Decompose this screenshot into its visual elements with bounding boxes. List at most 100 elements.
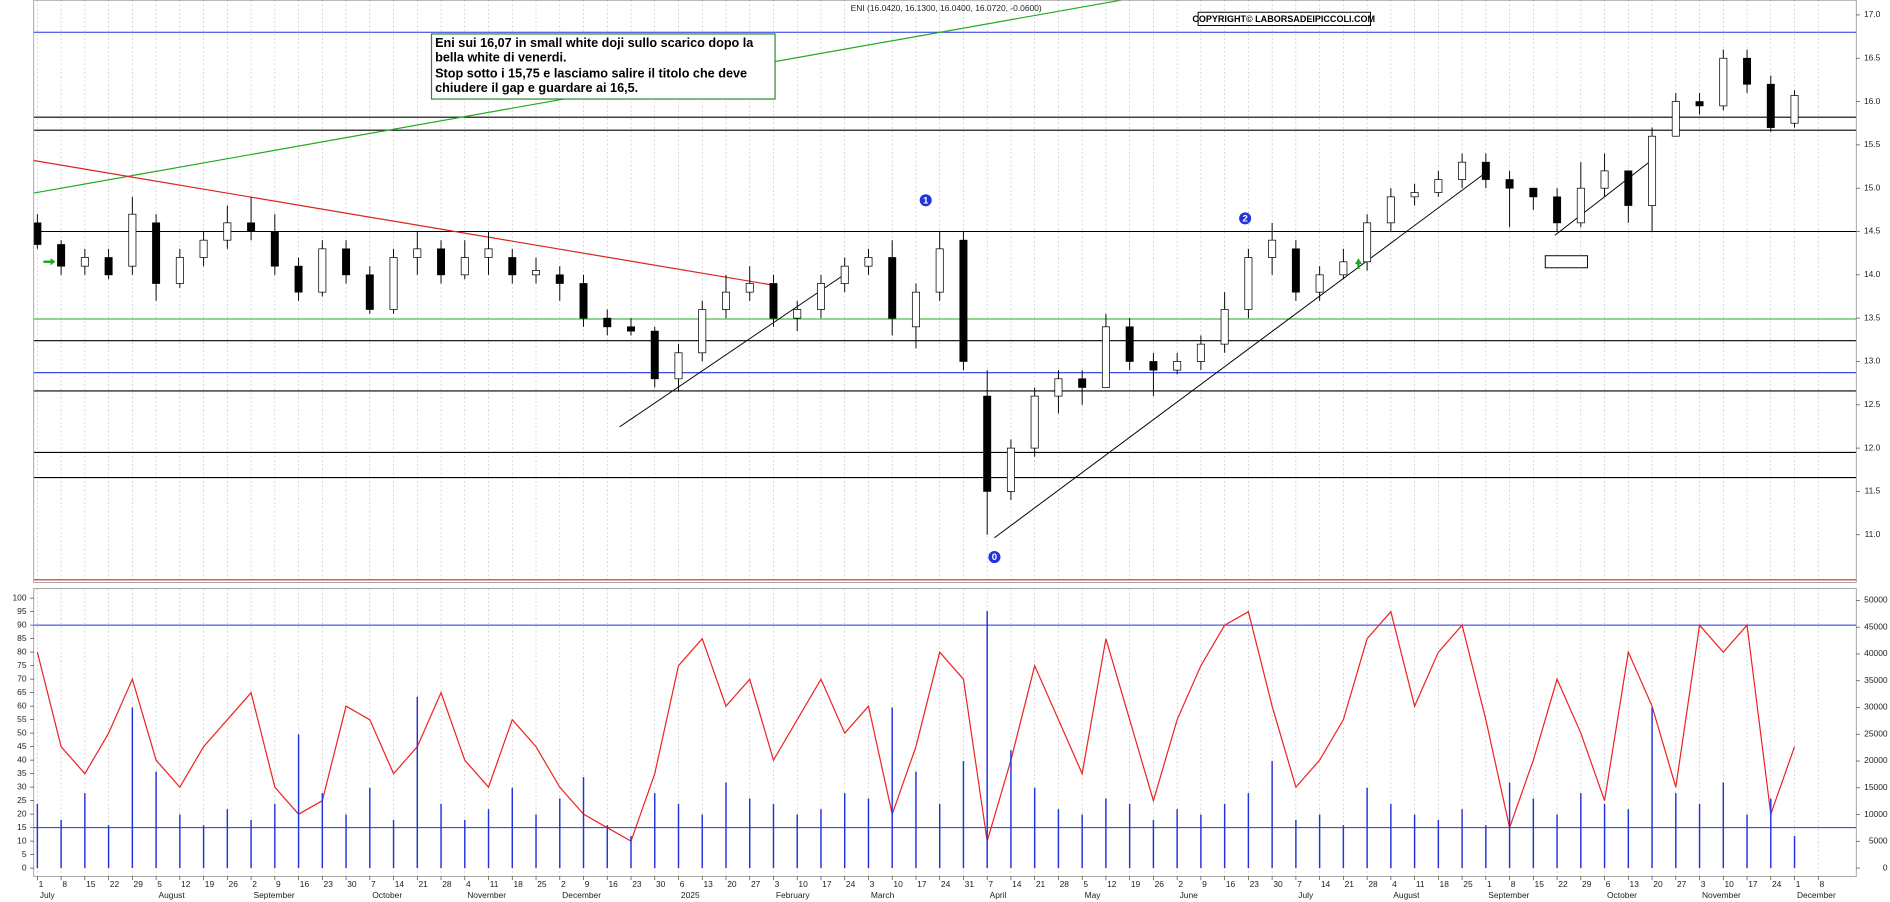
y-tick-label: 70 xyxy=(17,673,27,683)
x-tick-label: 4 xyxy=(466,879,471,889)
candle-body xyxy=(1244,257,1253,310)
x-tick-label: 29 xyxy=(1582,879,1592,889)
x-tick-label: 7 xyxy=(988,879,993,889)
x-tick-label: 18 xyxy=(1440,879,1450,889)
x-tick-label: 14 xyxy=(1012,879,1022,889)
candle-body xyxy=(1648,135,1657,206)
candle-body xyxy=(270,231,279,267)
y2-tick-label: 0 xyxy=(1883,862,1888,872)
month-label: July xyxy=(40,890,56,900)
y-tick-label: 12.5 xyxy=(1864,399,1881,409)
y-tick-label: 90 xyxy=(17,619,27,629)
candle-body xyxy=(1505,179,1514,189)
y2-tick-label: 35000 xyxy=(1864,675,1888,685)
annotation-line: bella white di venerdi. xyxy=(435,51,566,65)
candle-body xyxy=(1220,309,1229,345)
y-tick-label: 14.0 xyxy=(1864,269,1881,279)
month-label: September xyxy=(253,890,294,900)
candle-body xyxy=(294,265,303,293)
x-tick-label: 21 xyxy=(1345,879,1355,889)
x-tick-label: 30 xyxy=(1273,879,1283,889)
x-tick-label: 23 xyxy=(1250,879,1260,889)
candle-body xyxy=(745,283,754,293)
x-tick-label: 16 xyxy=(1226,879,1236,889)
candle-body xyxy=(247,222,256,232)
x-tick-label: 6 xyxy=(680,879,685,889)
x-tick-label: 1 xyxy=(39,879,44,889)
x-tick-label: 17 xyxy=(917,879,927,889)
candle-body xyxy=(389,257,398,310)
candle-body xyxy=(104,257,113,276)
y2-tick-label: 30000 xyxy=(1864,702,1888,712)
y-tick-label: 50 xyxy=(17,727,27,737)
candle-body xyxy=(1268,239,1277,258)
y-tick-label: 40 xyxy=(17,754,27,764)
x-tick-label: 27 xyxy=(1677,879,1687,889)
candle-body xyxy=(840,265,849,284)
y-tick-label: 35 xyxy=(17,768,27,778)
y-tick-label: 5 xyxy=(22,849,27,859)
x-tick-label: 8 xyxy=(62,879,67,889)
candle-body xyxy=(935,248,944,293)
month-label: September xyxy=(1488,890,1529,900)
x-tick-label: 1 xyxy=(1487,879,1492,889)
candle-body xyxy=(1529,187,1538,198)
y-tick-label: 25 xyxy=(17,795,27,805)
candle-body xyxy=(1790,95,1799,124)
wave-marker xyxy=(919,194,932,207)
candle-body xyxy=(1766,83,1775,128)
candle-body xyxy=(484,248,493,258)
candle-body xyxy=(1101,326,1110,388)
candle-body xyxy=(1671,101,1680,137)
x-tick-label: 21 xyxy=(1036,879,1046,889)
candle-body xyxy=(1410,192,1419,198)
x-tick-label: 4 xyxy=(1392,879,1397,889)
y-tick-label: 15.0 xyxy=(1864,182,1881,192)
x-tick-label: 5 xyxy=(1083,879,1088,889)
y-tick-label: 45 xyxy=(17,741,27,751)
y-tick-label: 12.0 xyxy=(1864,442,1881,452)
candle-body xyxy=(674,352,683,380)
candle-body xyxy=(1196,343,1205,362)
candle-body xyxy=(1339,261,1348,276)
y2-tick-label: 45000 xyxy=(1864,621,1888,631)
candle-body xyxy=(1173,361,1182,371)
candle-body xyxy=(1363,222,1372,263)
candle-body xyxy=(1386,196,1395,224)
chart-title: ENI (16.0420, 16.1300, 16.0400, 16.0720,… xyxy=(851,3,1042,13)
x-tick-label: 10 xyxy=(1725,879,1735,889)
x-tick-label: 15 xyxy=(86,879,96,889)
x-tick-label: 17 xyxy=(822,879,832,889)
x-tick-label: 28 xyxy=(1368,879,1378,889)
x-tick-label: 19 xyxy=(205,879,215,889)
candle-body xyxy=(199,239,208,258)
y2-tick-label: 40000 xyxy=(1864,648,1888,658)
month-label: July xyxy=(1298,890,1314,900)
x-tick-label: 23 xyxy=(632,879,642,889)
x-tick-label: 16 xyxy=(608,879,618,889)
y-tick-label: 16.5 xyxy=(1864,52,1881,62)
candle-body xyxy=(1291,248,1300,293)
candle-body xyxy=(555,274,564,284)
x-tick-label: 25 xyxy=(537,879,547,889)
y-tick-label: 85 xyxy=(17,633,27,643)
y-tick-label: 80 xyxy=(17,646,27,656)
month-label: December xyxy=(1797,890,1836,900)
candle-body xyxy=(223,222,232,241)
candle-body xyxy=(437,248,446,276)
x-tick-label: 13 xyxy=(703,879,713,889)
candle-body xyxy=(1719,57,1728,107)
levels-layer xyxy=(33,31,1857,829)
candle-body xyxy=(1078,378,1087,388)
x-tick-label: 6 xyxy=(1606,879,1611,889)
y-tick-label: 55 xyxy=(17,714,27,724)
wave-marker xyxy=(1239,212,1252,225)
candle-body xyxy=(1743,57,1752,85)
x-tick-label: 9 xyxy=(276,879,281,889)
candle-body xyxy=(318,248,327,293)
candle-body xyxy=(1054,378,1063,397)
y-tick-label: 60 xyxy=(17,700,27,710)
marks-layer xyxy=(33,49,1799,869)
candle-body xyxy=(769,283,778,319)
